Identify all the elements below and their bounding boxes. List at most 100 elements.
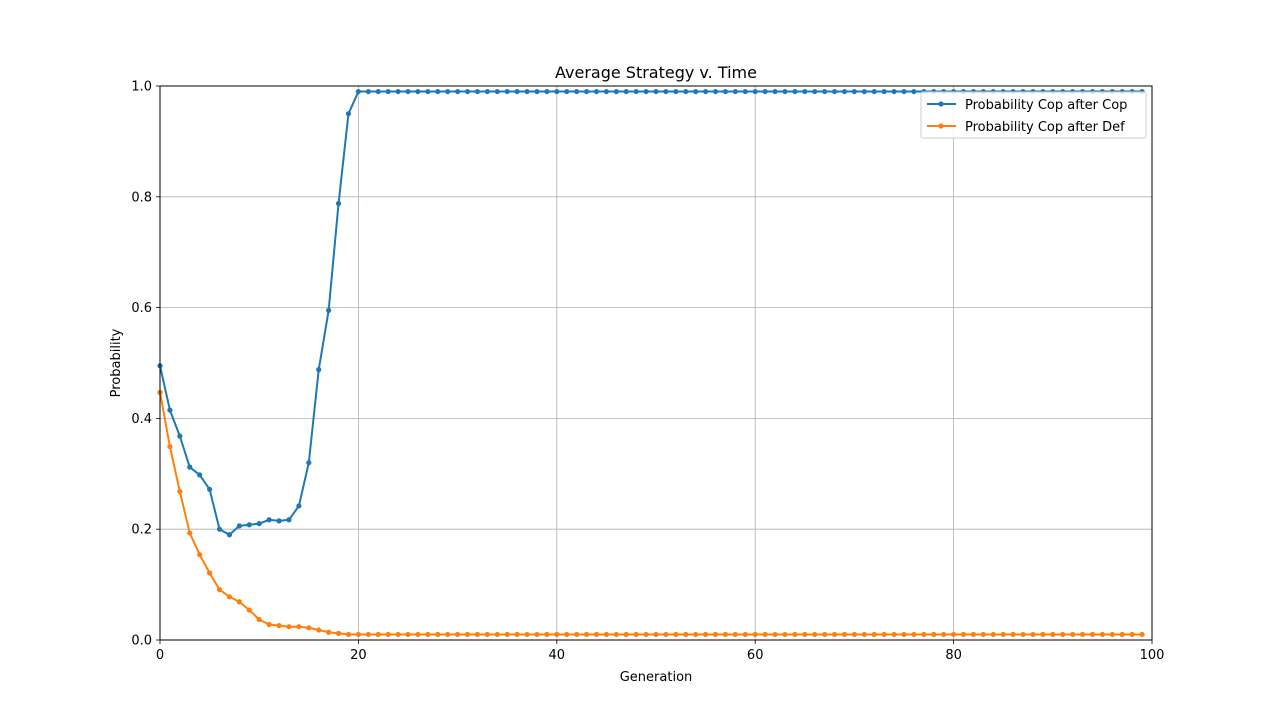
data-point-probability-cop-after-def <box>455 631 461 638</box>
data-point-probability-cop-after-def <box>990 631 996 638</box>
data-point-probability-cop-after-cop <box>256 521 262 527</box>
data-point-probability-cop-after-def <box>1050 631 1056 638</box>
data-point-probability-cop-after-def <box>554 631 560 638</box>
data-point-probability-cop-after-cop <box>177 433 183 439</box>
y-tick-label: 0.4 <box>131 412 152 427</box>
data-point-probability-cop-after-cop <box>613 88 619 95</box>
data-point-probability-cop-after-cop <box>593 88 600 95</box>
data-point-probability-cop-after-def <box>643 631 649 638</box>
data-point-probability-cop-after-def <box>177 488 183 495</box>
data-point-probability-cop-after-cop <box>752 88 758 95</box>
data-point-probability-cop-after-def <box>1020 631 1026 638</box>
data-point-probability-cop-after-def <box>980 631 986 638</box>
data-point-probability-cop-after-def <box>1030 631 1036 638</box>
data-point-probability-cop-after-def <box>712 631 719 638</box>
y-tick-label: 0.8 <box>131 190 152 205</box>
data-point-probability-cop-after-cop <box>246 522 252 528</box>
data-point-probability-cop-after-def <box>871 631 877 638</box>
data-point-probability-cop-after-cop <box>306 460 312 466</box>
data-point-probability-cop-after-cop <box>236 523 242 529</box>
data-point-probability-cop-after-cop <box>296 503 302 509</box>
data-point-probability-cop-after-def <box>276 623 282 629</box>
data-point-probability-cop-after-def <box>435 631 441 638</box>
x-tick-label: 20 <box>350 648 367 663</box>
data-point-probability-cop-after-cop <box>187 464 193 470</box>
data-point-probability-cop-after-cop <box>564 88 570 95</box>
data-point-probability-cop-after-def <box>911 631 917 638</box>
data-point-probability-cop-after-def <box>812 631 818 638</box>
data-point-probability-cop-after-cop <box>415 88 421 95</box>
data-point-probability-cop-after-def <box>544 631 550 638</box>
data-point-probability-cop-after-def <box>831 631 838 638</box>
data-point-probability-cop-after-cop <box>792 88 798 95</box>
data-point-probability-cop-after-cop <box>772 88 778 95</box>
data-point-probability-cop-after-cop <box>841 88 848 95</box>
data-point-probability-cop-after-def <box>335 630 342 636</box>
data-point-probability-cop-after-def <box>762 631 768 638</box>
data-point-probability-cop-after-def <box>1070 631 1076 638</box>
data-point-probability-cop-after-cop <box>385 88 391 95</box>
x-tick-label: 60 <box>747 648 764 663</box>
data-point-probability-cop-after-def <box>931 631 937 638</box>
data-point-probability-cop-after-def <box>1010 631 1016 638</box>
data-point-probability-cop-after-cop <box>167 407 173 413</box>
data-point-probability-cop-after-cop <box>822 88 828 95</box>
data-point-probability-cop-after-def <box>1089 631 1096 638</box>
chart-title: Average Strategy v. Time <box>555 63 757 82</box>
data-point-probability-cop-after-cop <box>812 88 818 95</box>
data-point-probability-cop-after-def <box>425 631 431 638</box>
data-point-probability-cop-after-cop <box>831 88 838 95</box>
y-tick-label: 1.0 <box>131 80 152 95</box>
data-point-probability-cop-after-def <box>385 631 391 638</box>
series-line-probability-cop-after-def <box>159 392 1143 636</box>
data-point-probability-cop-after-cop <box>514 88 520 95</box>
data-point-probability-cop-after-def <box>216 586 223 593</box>
data-point-probability-cop-after-cop <box>722 88 729 95</box>
data-point-probability-cop-after-def <box>484 631 490 638</box>
data-point-probability-cop-after-cop <box>742 88 748 95</box>
data-point-probability-cop-after-def <box>722 631 729 638</box>
data-point-probability-cop-after-cop <box>802 88 808 95</box>
data-point-probability-cop-after-cop <box>881 88 887 95</box>
y-tick-label: 0.0 <box>131 634 152 649</box>
plot-frame <box>159 85 1153 641</box>
y-tick-label: 0.2 <box>131 523 152 538</box>
x-tick-label: 80 <box>945 648 962 663</box>
data-point-probability-cop-after-def <box>921 631 927 638</box>
data-point-probability-cop-after-def <box>445 631 451 638</box>
x-tick-label: 100 <box>1140 648 1165 663</box>
data-point-probability-cop-after-def <box>970 631 977 638</box>
data-point-probability-cop-after-cop <box>861 88 867 95</box>
data-point-probability-cop-after-def <box>365 631 371 638</box>
data-point-probability-cop-after-def <box>375 631 381 638</box>
data-point-probability-cop-after-def <box>1060 631 1066 638</box>
data-point-probability-cop-after-def <box>792 631 798 638</box>
data-point-probability-cop-after-cop <box>732 88 738 95</box>
data-point-probability-cop-after-def <box>822 631 828 638</box>
data-point-probability-cop-after-def <box>286 624 292 630</box>
data-point-probability-cop-after-cop <box>425 88 431 95</box>
data-point-probability-cop-after-cop <box>524 88 530 95</box>
data-point-probability-cop-after-cop <box>345 111 352 117</box>
data-point-probability-cop-after-cop <box>365 88 371 95</box>
data-point-probability-cop-after-def <box>405 631 411 638</box>
data-point-probability-cop-after-def <box>474 631 481 638</box>
data-point-probability-cop-after-cop <box>474 88 481 95</box>
data-point-probability-cop-after-cop <box>355 88 361 95</box>
data-point-probability-cop-after-def <box>663 631 669 638</box>
data-point-probability-cop-after-cop <box>623 88 629 95</box>
data-point-probability-cop-after-cop <box>901 88 907 95</box>
data-point-probability-cop-after-cop <box>445 88 451 95</box>
series-probability-cop-after-def <box>157 389 1145 638</box>
data-point-probability-cop-after-def <box>345 631 352 638</box>
data-point-probability-cop-after-def <box>851 631 858 638</box>
data-point-probability-cop-after-def <box>355 631 361 638</box>
data-point-probability-cop-after-def <box>316 627 322 633</box>
data-point-probability-cop-after-cop <box>395 88 401 95</box>
data-point-probability-cop-after-cop <box>326 307 332 313</box>
data-point-probability-cop-after-cop <box>435 88 441 95</box>
data-point-probability-cop-after-def <box>464 631 471 638</box>
data-point-probability-cop-after-def <box>306 625 312 631</box>
data-point-probability-cop-after-cop <box>534 88 540 95</box>
data-point-probability-cop-after-cop <box>663 88 669 95</box>
